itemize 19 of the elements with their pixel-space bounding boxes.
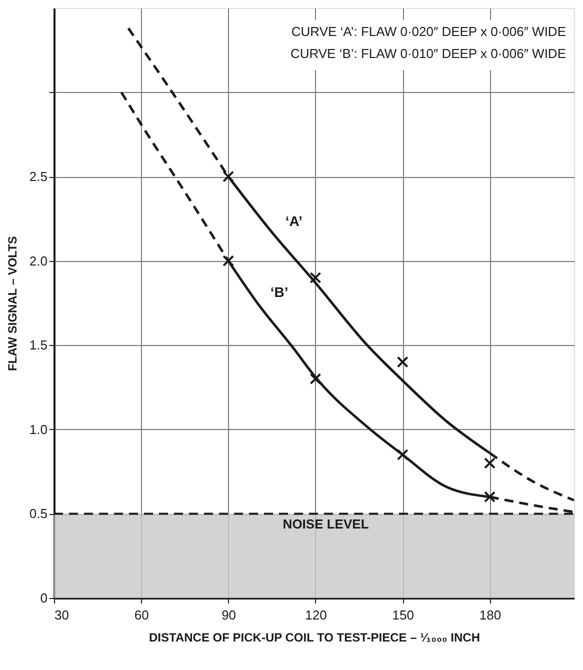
x-tick-label: 120 <box>305 608 327 622</box>
annotation: CURVE ‘B’: FLAW 0·010″ DEEP x 0·006″ WIDE <box>290 46 566 61</box>
y-axis-title: FLAW SIGNAL – VOLTS <box>5 236 20 371</box>
annotation: CURVE ‘A’: FLAW 0·020″ DEEP x 0·006″ WIDE <box>291 24 566 39</box>
series-label: ‘B’ <box>270 284 288 300</box>
x-tick-label: 150 <box>392 608 414 622</box>
ref-line-label: NOISE LEVEL <box>282 516 369 532</box>
x-tick-label: 180 <box>479 608 502 622</box>
y-tick-label: 0.5 <box>29 506 48 522</box>
x-tick-label: 30 <box>54 608 69 622</box>
y-tick-label: 1.0 <box>29 422 48 437</box>
series-label: ‘A’ <box>285 213 302 230</box>
y-tick-label: 1.5 <box>29 338 48 353</box>
y-tick-label: 2.5 <box>29 169 48 184</box>
x-axis-title: DISTANCE OF PICK-UP COIL TO TEST-PIECE – ¹⁄₁₀₀₀ INCH <box>148 630 480 644</box>
x-tick-label: 60 <box>134 608 149 622</box>
y-tick-label: 0 <box>40 590 48 606</box>
x-tick-label: 90 <box>222 608 236 622</box>
y-tick-label: 2.0 <box>29 253 48 268</box>
